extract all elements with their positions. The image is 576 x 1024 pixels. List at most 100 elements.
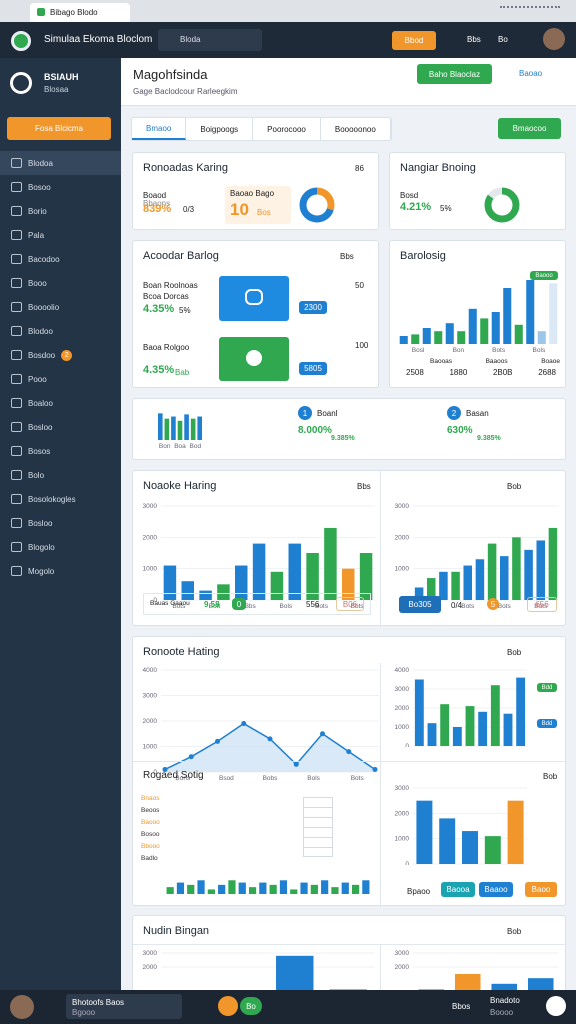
- table: [303, 797, 333, 857]
- divider: [133, 944, 567, 945]
- bar: [524, 549, 533, 600]
- tab[interactable]: Booooonoo: [321, 118, 391, 140]
- bar-chart: Bon Boa Bod: [157, 413, 203, 450]
- menu-item[interactable]: Booo: [0, 271, 121, 295]
- x-label: Bots: [534, 603, 548, 610]
- value-button[interactable]: 2300: [299, 301, 327, 314]
- menu-item[interactable]: Blogolo: [0, 535, 121, 559]
- user-box[interactable]: Bhotoofs Baos Bgooo: [66, 994, 182, 1019]
- bar-chart: 0100020003000BotsBotsBotsBots: [395, 503, 559, 610]
- y-tick-label: 2000: [143, 964, 158, 971]
- menu-item[interactable]: Blodoo: [0, 319, 121, 343]
- brand-sub: Blosaa: [44, 85, 69, 94]
- menu-item[interactable]: Pala: [0, 223, 121, 247]
- page-subtitle: Gage Baclodcour Rarleegkim: [133, 87, 238, 96]
- big-unit: Bos: [257, 208, 271, 217]
- donut: [299, 187, 335, 223]
- top-icon[interactable]: Bbs: [467, 35, 481, 44]
- tab-button[interactable]: Bmaocoo: [498, 118, 561, 139]
- menu-item[interactable]: Borio: [0, 199, 121, 223]
- bar: [184, 414, 189, 440]
- point: [188, 754, 194, 760]
- menu-item[interactable]: Bosoo: [0, 175, 121, 199]
- tab-icon: [37, 8, 45, 16]
- header-link[interactable]: Baoao: [519, 69, 543, 78]
- bar: [290, 889, 298, 894]
- card: Noaoke Haring Bbs Bob 0 1000 2000 3000 Bots B…: [132, 470, 566, 627]
- bar: [490, 685, 500, 746]
- top-button[interactable]: Bbod: [392, 31, 436, 50]
- ratio: 5%: [179, 306, 191, 315]
- menu-item[interactable]: Boaloo: [0, 391, 121, 415]
- action-button[interactable]: Baooa: [441, 882, 475, 897]
- bar: [166, 887, 174, 894]
- menu-item[interactable]: Bosolokogles: [0, 487, 121, 511]
- stat-value: 2508: [406, 368, 424, 377]
- menu-item[interactable]: Mogolo: [0, 559, 121, 583]
- divider: [133, 761, 567, 762]
- bar: [217, 584, 230, 600]
- footer-badge: 0: [232, 598, 246, 610]
- menu-item[interactable]: Bosos: [0, 439, 121, 463]
- sidebar-button[interactable]: Fosa Blcicma: [7, 117, 111, 140]
- menu-item[interactable]: Bacodoo: [0, 247, 121, 271]
- bar: [197, 416, 203, 440]
- header-button[interactable]: Baho Blaoclaz: [417, 64, 492, 84]
- bar: [342, 568, 355, 600]
- top-icon[interactable]: Bo: [498, 35, 508, 44]
- menu-item[interactable]: Bosloo: [0, 415, 121, 439]
- count: 100: [355, 341, 369, 350]
- bar: [507, 800, 524, 864]
- value-button[interactable]: 5805: [299, 362, 327, 375]
- bar: [321, 880, 329, 894]
- bar: [341, 882, 349, 894]
- footer-button[interactable]: Bo305: [399, 596, 441, 613]
- bar: [279, 880, 288, 894]
- menu-item[interactable]: Bosdoo 2: [0, 343, 121, 367]
- y-tick-label: 2000: [395, 810, 410, 817]
- big-number: 10: [230, 200, 249, 219]
- bar: [452, 727, 462, 746]
- menu-item[interactable]: Blodoa: [0, 151, 121, 175]
- tab[interactable]: Poorocooo: [253, 118, 321, 140]
- tab[interactable]: Boigpoogs: [186, 118, 254, 140]
- bar: [422, 328, 431, 344]
- y-tick-label: 3000: [395, 785, 410, 792]
- icon-box: [219, 337, 289, 381]
- menu-item[interactable]: Pooo: [0, 367, 121, 391]
- y-tick-label: 3000: [143, 503, 158, 510]
- menu-item[interactable]: Bosloo: [0, 511, 121, 535]
- y-tick-label: 2000: [395, 705, 410, 712]
- y-tick-label: 2000: [143, 534, 158, 541]
- bar: [351, 884, 360, 894]
- action-button[interactable]: Baaoo: [479, 882, 513, 897]
- app-badge[interactable]: Bo: [240, 997, 262, 1015]
- stat-labels: Baooas Baaoos Boaoe: [430, 358, 560, 365]
- point: [320, 731, 325, 737]
- action-button[interactable]: Baoo: [525, 882, 557, 897]
- app-icon[interactable]: [218, 996, 238, 1016]
- card: Ronoadas Karing 86 Boaod Bbaons 839% 0/3…: [132, 152, 379, 230]
- bar: [480, 318, 489, 344]
- avatar[interactable]: [10, 995, 34, 1019]
- page-header: Magohfsinda Gage Baclodcour Rarleegkim B…: [121, 58, 576, 106]
- bar: [324, 527, 337, 600]
- menu-item[interactable]: Bolo: [0, 463, 121, 487]
- percent: 4.21%: [400, 201, 432, 213]
- card: Barolosig Baooo Bosl Bon Bots Bols Baooas Ba…: [389, 240, 566, 388]
- y-tick-label: 2000: [395, 534, 410, 541]
- card: Nudin Bingan Bob 2000 3000 2000 3000: [132, 915, 567, 996]
- menu-item[interactable]: Boooolio: [0, 295, 121, 319]
- sidebar: BSIAUH Blosaa Fosa Blcicma Blodoa Bosoo Bo…: [0, 58, 121, 990]
- y-tick-label: 0: [405, 861, 409, 865]
- bar: [484, 836, 501, 864]
- avatar[interactable]: [543, 28, 565, 50]
- bar: [306, 553, 319, 600]
- tab[interactable]: Bmaoo: [132, 118, 187, 140]
- bar: [457, 331, 466, 344]
- card-title: Nangiar Bnoing: [400, 162, 476, 174]
- search-box[interactable]: Bloda: [158, 29, 262, 51]
- bar: [300, 882, 308, 894]
- tab[interactable]: Bibago Blodo: [30, 3, 130, 22]
- tray-icon[interactable]: [546, 996, 566, 1016]
